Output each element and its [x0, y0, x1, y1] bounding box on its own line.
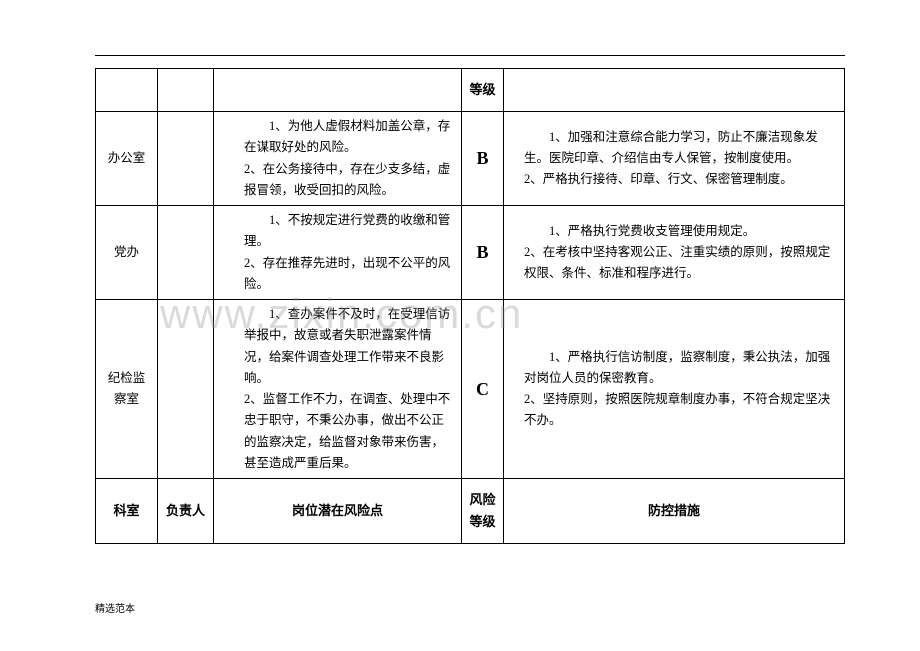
- header-dept: 科室: [96, 479, 158, 544]
- footer-text: 精选范本: [95, 600, 135, 615]
- risk-table: 等级 办公室 1、为他人虚假材料加盖公章，存在谋取好处的风险。2、在公务接待中，…: [95, 68, 845, 544]
- cell-empty: [504, 69, 845, 112]
- table-row: 党办 1、不按规定进行党费的收缴和管理。2、存在推荐先进时，出现不公平的风险。 …: [96, 206, 845, 300]
- cell-action: 1、严格执行信访制度，监察制度，秉公执法，加强对岗位人员的保密教育。2、坚持原则…: [504, 300, 845, 479]
- cell-resp: [158, 300, 214, 479]
- table-row: 办公室 1、为他人虚假材料加盖公章，存在谋取好处的风险。2、在公务接待中，存在少…: [96, 112, 845, 206]
- cell-dept: 办公室: [96, 112, 158, 206]
- cell-level: C: [462, 300, 504, 479]
- header-risk: 岗位潜在风险点: [214, 479, 462, 544]
- cell-empty: [96, 69, 158, 112]
- cell-resp: [158, 112, 214, 206]
- cell-dept: 纪检监察室: [96, 300, 158, 479]
- cell-risk: 1、不按规定进行党费的收缴和管理。2、存在推荐先进时，出现不公平的风险。: [214, 206, 462, 300]
- cell-action: 1、严格执行党费收支管理使用规定。2、在考核中坚持客观公正、注重实绩的原则，按照…: [504, 206, 845, 300]
- cell-risk: 1、查办案件不及时，在受理信访举报中，故意或者失职泄露案件情况，给案件调查处理工…: [214, 300, 462, 479]
- page-top-rule: [95, 55, 845, 56]
- header-action: 防控措施: [504, 479, 845, 544]
- header-resp: 负责人: [158, 479, 214, 544]
- cell-dept: 党办: [96, 206, 158, 300]
- cell-empty: [158, 69, 214, 112]
- cell-empty: [214, 69, 462, 112]
- cell-level: B: [462, 112, 504, 206]
- cell-risk: 1、为他人虚假材料加盖公章，存在谋取好处的风险。2、在公务接待中，存在少支多结，…: [214, 112, 462, 206]
- cell-resp: [158, 206, 214, 300]
- header-level: 等级: [462, 69, 504, 112]
- cell-action: 1、加强和注意综合能力学习，防止不廉洁现象发生。医院印章、介绍信由专人保管，按制…: [504, 112, 845, 206]
- header-level: 风险等级: [462, 479, 504, 544]
- cell-level: B: [462, 206, 504, 300]
- table-header-partial: 等级: [96, 69, 845, 112]
- table-header-row: 科室 负责人 岗位潜在风险点 风险等级 防控措施: [96, 479, 845, 544]
- table-row: 纪检监察室 1、查办案件不及时，在受理信访举报中，故意或者失职泄露案件情况，给案…: [96, 300, 845, 479]
